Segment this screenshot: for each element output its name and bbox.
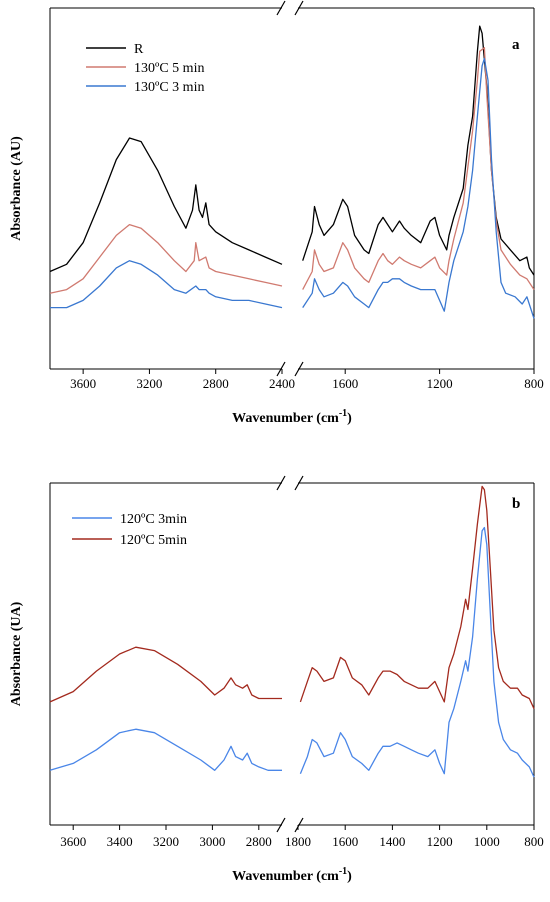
y-axis-title: Absorbance (AU): [9, 136, 24, 241]
series-line-2: [302, 47, 535, 290]
legend-label: 130ºC 3 min: [134, 80, 204, 95]
series-line-3: [302, 57, 535, 319]
x-tick-label: 3600: [60, 834, 86, 849]
axis-break-mark: [294, 0, 304, 16]
x-tick-label: 800: [524, 834, 544, 849]
series-line-2: [299, 485, 535, 709]
x-tick-label: 3200: [153, 834, 179, 849]
series-line-1: [299, 526, 535, 778]
x-tick-label: 3600: [70, 376, 96, 391]
x-tick-label: 800: [524, 376, 544, 391]
x-tick-label: 1000: [474, 834, 500, 849]
x-tick-label: 2400: [269, 376, 295, 391]
axis-break-mark: [294, 475, 304, 491]
x-axis-title: Wavenumber (cm-1): [232, 408, 352, 426]
axis-break-mark: [294, 361, 304, 377]
x-tick-label: 3400: [107, 834, 133, 849]
legend-label: 120ºC 3min: [120, 512, 187, 527]
panel-label: b: [512, 496, 520, 512]
axis-break-mark: [276, 361, 286, 377]
axis-break-mark: [276, 817, 286, 833]
legend-label: 130ºC 5 min: [134, 61, 204, 76]
x-tick-label: 1800: [285, 834, 311, 849]
y-axis-title: Absorbance (UA): [9, 601, 24, 706]
axis-break-mark: [294, 817, 304, 833]
x-tick-label: 1600: [332, 376, 358, 391]
series-line-1: [49, 728, 282, 771]
x-axis-title: Wavenumber (cm-1): [232, 866, 352, 884]
series-line-2: [49, 646, 282, 703]
x-tick-label: 2800: [203, 376, 229, 391]
panel-label: a: [512, 37, 520, 53]
x-tick-label: 1200: [427, 376, 453, 391]
panel-a: 3600 3200 2800 2400 1600 1200 800 Wavenumber (c…: [9, 0, 544, 426]
x-tick-label: 3000: [199, 834, 225, 849]
x-tick-label: 1400: [379, 834, 405, 849]
x-tick-label: 1200: [427, 834, 453, 849]
axis-break-mark: [276, 0, 286, 16]
x-tick-label: 1600: [332, 834, 358, 849]
series-line-2: [49, 223, 283, 294]
legend-label: 120ºC 5min: [120, 533, 187, 548]
x-tick-label: 2800: [246, 834, 272, 849]
panel-b: 3600 3400 3200 3000 2800 1800 1600 1400 1200 1000…: [9, 475, 544, 884]
series-line-3: [50, 260, 283, 309]
axis-break-mark: [276, 475, 286, 491]
x-tick-label: 3200: [136, 376, 162, 391]
legend-label: R: [134, 42, 144, 57]
series-line-1: [49, 137, 283, 273]
